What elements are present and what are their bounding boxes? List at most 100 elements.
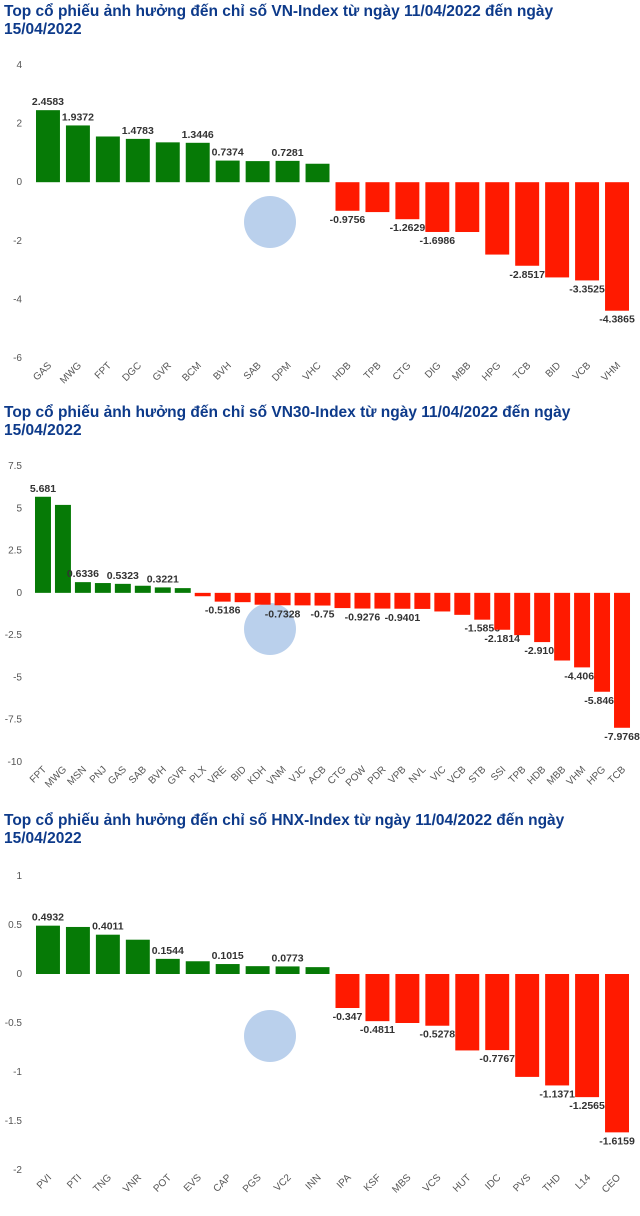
- x-tick-label: MWG: [43, 764, 69, 790]
- data-label: 0.0773: [272, 952, 304, 964]
- y-tick-label: 0: [16, 969, 22, 980]
- x-tick-label: DPM: [270, 360, 294, 384]
- x-tick-label: VPB: [387, 764, 409, 786]
- bar: [254, 592, 271, 605]
- bar: [65, 125, 90, 183]
- bar: [614, 592, 631, 728]
- data-label: -1.2565: [569, 1100, 605, 1112]
- data-label: -1.6159: [599, 1135, 635, 1147]
- x-tick-label: DGC: [120, 360, 144, 384]
- watermark: [244, 196, 296, 1062]
- bar: [594, 592, 611, 692]
- x-tick-label: IPA: [335, 1172, 354, 1191]
- x-tick-label: VHC: [301, 360, 324, 383]
- bar: [95, 136, 120, 183]
- bar: [425, 182, 450, 232]
- x-tick-label: POW: [344, 764, 369, 789]
- bar: [394, 592, 411, 609]
- y-tick-label: -1: [13, 1067, 22, 1078]
- bar: [34, 496, 51, 593]
- bar: [194, 592, 211, 597]
- bar: [234, 592, 251, 603]
- data-label: 2.4583: [32, 96, 64, 108]
- data-label: -7.9768: [604, 731, 640, 743]
- bar: [334, 592, 351, 609]
- x-tick-label: CAP: [211, 1172, 234, 1195]
- data-label: 0.6336: [67, 568, 99, 580]
- x-tick-label: SAB: [242, 360, 264, 382]
- x-tick-label: HUT: [451, 1172, 473, 1194]
- bar: [314, 592, 331, 606]
- data-label: -5.8469: [584, 695, 620, 707]
- x-tick-label: IDC: [483, 1172, 503, 1192]
- x-tick-label: KDH: [246, 764, 269, 787]
- x-tick-label: CEO: [600, 1172, 623, 1195]
- bar: [474, 592, 491, 620]
- x-tick-label: HPG: [585, 764, 608, 787]
- data-label: -0.5278: [420, 1029, 456, 1041]
- data-label: -2.9103: [524, 645, 560, 657]
- bar: [215, 964, 240, 974]
- bar: [374, 592, 391, 609]
- x-tick-label: VCB: [446, 764, 469, 787]
- data-label: -1.1371: [539, 1088, 575, 1100]
- chart-title: Top cổ phiếu ảnh hưởng đến chỉ số VN30-I…: [4, 404, 571, 439]
- x-tick-label: GAS: [106, 764, 129, 787]
- y-tick-label: -10: [8, 757, 23, 768]
- x-tick-label: BVH: [147, 764, 169, 786]
- bar: [574, 592, 591, 668]
- bar: [35, 925, 60, 974]
- data-label: -3.3525: [569, 283, 605, 295]
- data-label: -2.1814: [484, 633, 520, 645]
- bar: [214, 592, 231, 602]
- x-tick-label: VJC: [288, 764, 309, 785]
- x-tick-label: MBS: [390, 1172, 413, 1195]
- x-tick-label: POT: [152, 1172, 174, 1194]
- bar: [275, 966, 300, 974]
- chart-title: Top cổ phiếu ảnh hưởng đến chỉ số HNX-In…: [4, 812, 565, 847]
- bar: [515, 974, 540, 1077]
- bar: [94, 583, 111, 593]
- x-tick-label: SAB: [127, 764, 149, 786]
- bar: [514, 592, 531, 636]
- bar: [575, 974, 600, 1098]
- y-tick-label: -5: [13, 672, 22, 683]
- data-label: -1.6986: [420, 235, 456, 247]
- bar: [395, 182, 420, 220]
- data-label: 0.1544: [152, 945, 184, 957]
- x-tick-label: BID: [229, 764, 249, 784]
- bar: [554, 592, 571, 661]
- data-label: 1.9372: [62, 111, 94, 123]
- bar: [305, 163, 330, 183]
- bar: [455, 974, 480, 1051]
- bar: [245, 161, 270, 183]
- data-label: 0.7374: [212, 147, 244, 159]
- data-label: 0.5323: [107, 570, 139, 582]
- bar: [485, 974, 510, 1051]
- bar: [434, 592, 451, 612]
- bar: [545, 182, 570, 278]
- y-tick-label: -0.5: [5, 1018, 23, 1029]
- x-tick-label: PNJ: [88, 764, 109, 785]
- y-tick-label: -1.5: [5, 1116, 23, 1127]
- bar: [155, 958, 180, 974]
- data-label: -0.5186: [205, 605, 241, 617]
- x-tick-label: VNM: [265, 764, 289, 788]
- y-tick-label: -2: [13, 1165, 22, 1176]
- x-tick-label: MWG: [58, 360, 84, 386]
- x-tick-label: L14: [574, 1172, 594, 1192]
- bar: [575, 182, 600, 281]
- bar: [134, 585, 151, 593]
- bar: [35, 110, 60, 183]
- bar: [534, 592, 551, 643]
- x-tick-label: TCB: [511, 360, 533, 382]
- bar: [605, 182, 630, 311]
- bar: [494, 592, 511, 630]
- bar: [54, 504, 71, 593]
- x-tick-label: HPG: [480, 360, 503, 383]
- data-label: 1.3446: [182, 129, 214, 141]
- x-tick-label: BVH: [211, 360, 233, 382]
- bar: [155, 142, 180, 183]
- data-label: -4.4064: [564, 670, 600, 682]
